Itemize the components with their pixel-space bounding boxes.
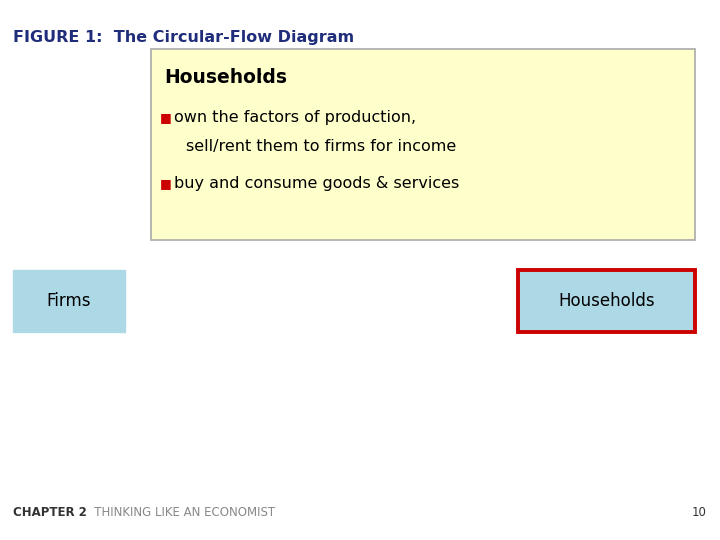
- Text: ■: ■: [160, 111, 171, 124]
- Text: CHAPTER 2: CHAPTER 2: [13, 507, 87, 519]
- Text: own the factors of production,: own the factors of production,: [174, 110, 416, 125]
- Text: Households: Households: [164, 68, 287, 87]
- Text: 10: 10: [692, 507, 707, 519]
- FancyBboxPatch shape: [518, 270, 695, 332]
- FancyBboxPatch shape: [151, 49, 695, 240]
- Text: buy and consume goods & services: buy and consume goods & services: [174, 176, 459, 191]
- Text: Firms: Firms: [46, 292, 91, 310]
- Text: Households: Households: [558, 292, 654, 310]
- Text: ■: ■: [160, 177, 171, 190]
- FancyBboxPatch shape: [13, 270, 125, 332]
- Text: FIGURE 1:  The Circular-Flow Diagram: FIGURE 1: The Circular-Flow Diagram: [13, 30, 354, 45]
- Text: THINKING LIKE AN ECONOMIST: THINKING LIKE AN ECONOMIST: [83, 507, 275, 519]
- Text: sell/rent them to firms for income: sell/rent them to firms for income: [186, 139, 456, 154]
- Text: :: :: [256, 68, 263, 87]
